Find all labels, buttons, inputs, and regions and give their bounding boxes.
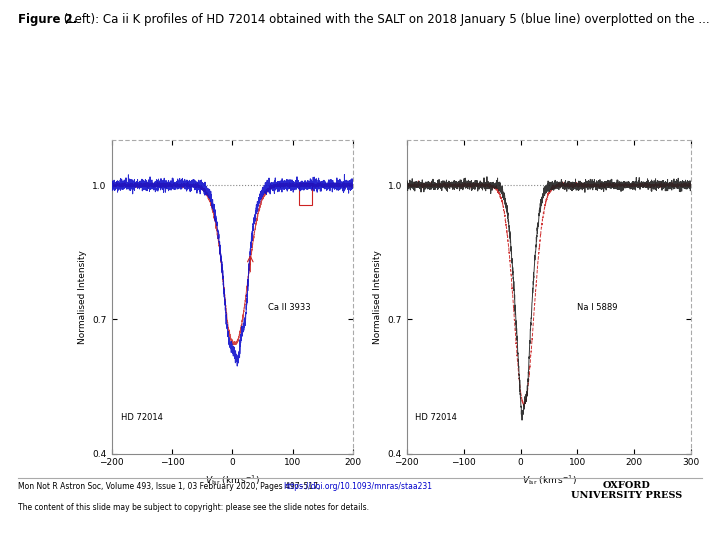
Text: Mon Not R Astron Soc, Volume 493, Issue 1, 03 February 2020, Pages 497–517,: Mon Not R Astron Soc, Volume 493, Issue … (18, 482, 323, 491)
Text: Figure 2.: Figure 2. (18, 14, 77, 26)
Text: Ca II 3933: Ca II 3933 (269, 303, 311, 313)
Text: HD 72014: HD 72014 (121, 413, 163, 422)
X-axis label: $V_{\rm lsr}\ ({\rm km\,s}^{-1})$: $V_{\rm lsr}\ ({\rm km\,s}^{-1})$ (521, 473, 577, 487)
Text: The content of this slide may be subject to copyright: please see the slide note: The content of this slide may be subject… (18, 503, 369, 512)
Text: https://doi.org/10.1093/mnras/staa231: https://doi.org/10.1093/mnras/staa231 (284, 482, 433, 491)
Y-axis label: Normalised Intensity: Normalised Intensity (373, 250, 382, 344)
X-axis label: $V_{\rm lsr}\ ({\rm km\,s}^{-1})$: $V_{\rm lsr}\ ({\rm km\,s}^{-1})$ (204, 473, 260, 487)
Text: Na I 5889: Na I 5889 (577, 303, 618, 313)
Text: HD 72014: HD 72014 (415, 413, 457, 422)
Bar (299, 183, 312, 205)
Text: OXFORD
UNIVERSITY PRESS: OXFORD UNIVERSITY PRESS (571, 481, 682, 500)
Text: (Left): Ca ii K profiles of HD 72014 obtained with the SALT on 2018 January 5 (b: (Left): Ca ii K profiles of HD 72014 obt… (60, 14, 709, 26)
Y-axis label: Normalised Intensity: Normalised Intensity (78, 250, 87, 344)
